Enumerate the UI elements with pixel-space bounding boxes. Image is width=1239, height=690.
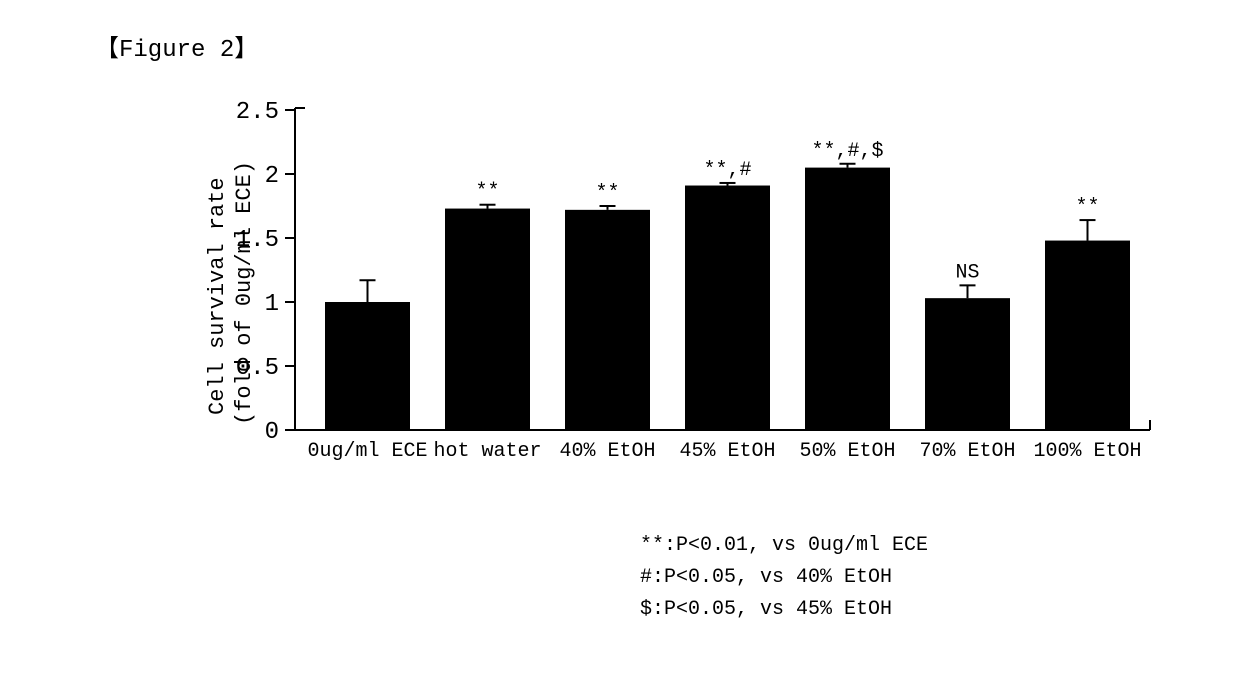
x-tick-label: 50% EtOH: [799, 440, 895, 463]
y-tick-label: 1.5: [236, 227, 279, 254]
x-tick-label: 45% EtOH: [679, 440, 775, 463]
bar-chart: 0 0.5 1 1.5 2 2.5 0ug/ml ECE ** hot water ** 40% E…: [160, 100, 1160, 500]
y-tick-label: 2.5: [236, 100, 279, 126]
legend-line-2: #:P<0.05, vs 40% EtOH: [640, 562, 928, 594]
significance-legend: **:P<0.01, vs 0ug/ml ECE #:P<0.05, vs 40…: [640, 530, 928, 626]
x-tick-label: 40% EtOH: [559, 440, 655, 463]
legend-line-3: $:P<0.05, vs 45% EtOH: [640, 594, 928, 626]
bar-annotation: NS: [955, 261, 979, 284]
bar: [925, 298, 1010, 430]
bar-annotation: **: [1075, 196, 1099, 219]
x-tick-label: 0ug/ml ECE: [307, 440, 427, 463]
bar: [685, 186, 770, 430]
bar-annotation: **,#: [703, 159, 751, 182]
bar: [565, 210, 650, 430]
bar: [325, 302, 410, 430]
y-tick-label: 1: [265, 291, 279, 318]
y-tick-label: 2: [265, 163, 279, 190]
bar: [445, 209, 530, 430]
y-tick-label: 0: [265, 419, 279, 446]
bar-annotation: **,#,$: [811, 140, 883, 163]
figure-title: 【Figure 2】: [95, 28, 258, 64]
bar: [805, 168, 890, 430]
x-tick-label: 70% EtOH: [919, 440, 1015, 463]
x-tick-label: hot water: [433, 440, 541, 463]
legend-line-1: **:P<0.01, vs 0ug/ml ECE: [640, 530, 928, 562]
y-tick-label: 0.5: [236, 355, 279, 382]
x-tick-label: 100% EtOH: [1033, 440, 1141, 463]
bar-annotation: **: [595, 182, 619, 205]
bar: [1045, 241, 1130, 430]
bar-annotation: **: [475, 181, 499, 204]
